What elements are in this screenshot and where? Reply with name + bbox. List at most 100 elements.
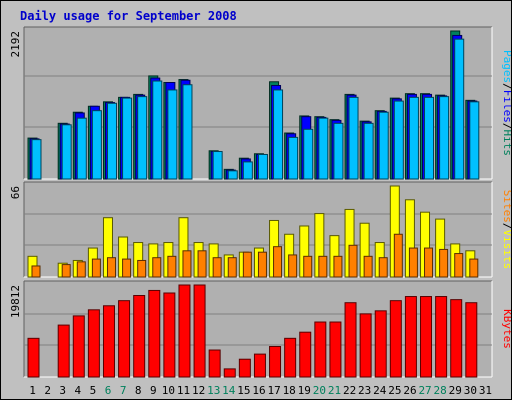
bar-pages-day-10	[167, 89, 178, 180]
bar-sites-day-14	[227, 257, 237, 278]
bar-sites-day-24	[378, 257, 388, 278]
bar-kbytes-day-28	[435, 296, 448, 378]
bar-sites-day-4	[76, 261, 86, 278]
bar-pages-day-30	[469, 101, 480, 180]
bar-sites-day-11	[182, 250, 192, 278]
bar-kbytes-day-14	[223, 368, 236, 378]
x-tick-label-day-14: 14	[222, 384, 236, 397]
x-tick-label-day-23: 23	[358, 384, 371, 397]
bar-kbytes-day-17	[269, 345, 282, 378]
x-tick-label-day-19: 19	[298, 384, 311, 397]
bar-sites-day-29	[454, 253, 464, 278]
x-tick-label-day-29: 29	[449, 384, 462, 397]
bar-pages-day-18	[288, 136, 299, 180]
bar-pages-day-28	[439, 96, 450, 180]
x-tick-label-day-25: 25	[388, 384, 401, 397]
x-tick-label-day-22: 22	[343, 384, 356, 397]
bar-pages-day-6	[106, 102, 117, 180]
bar-sites-day-17	[273, 246, 283, 278]
x-tick-label-day-5: 5	[90, 384, 97, 397]
bar-pages-day-7	[122, 97, 133, 180]
x-tick-label-day-6: 6	[105, 384, 112, 397]
bar-kbytes-day-13	[208, 349, 221, 378]
chart-title: Daily usage for September 2008	[20, 9, 237, 23]
bar-pages-day-27	[424, 96, 435, 180]
y-max-label: 2192	[9, 31, 22, 58]
bar-kbytes-day-20	[314, 321, 327, 378]
x-tick-label-day-15: 15	[237, 384, 250, 397]
bar-kbytes-day-4	[72, 315, 85, 378]
bar-pages-day-23	[363, 122, 374, 180]
bar-sites-day-13	[212, 257, 222, 278]
bar-kbytes-day-9	[148, 289, 161, 378]
bar-pages-day-22	[348, 96, 359, 180]
bar-sites-day-5	[91, 258, 101, 278]
x-tick-label-day-12: 12	[192, 384, 205, 397]
bar-sites-day-12	[197, 250, 207, 278]
right-legend-hits-files-pages: Pages/Files/Hits	[501, 50, 511, 156]
legend-hits: Hits	[501, 130, 511, 157]
bar-pages-day-4	[76, 117, 87, 180]
bar-kbytes-day-22	[344, 302, 357, 378]
legend-separator: /	[501, 83, 511, 90]
bar-pages-day-3	[61, 124, 72, 180]
x-tick-label-day-21: 21	[328, 384, 341, 397]
bar-sites-day-27	[424, 247, 434, 278]
x-tick-label-day-27: 27	[418, 384, 431, 397]
bar-sites-day-28	[439, 248, 449, 278]
bar-kbytes-day-12	[193, 284, 206, 378]
bar-pages-day-15	[242, 161, 253, 180]
bar-sites-day-16	[257, 251, 267, 278]
bar-kbytes-day-15	[238, 358, 251, 378]
x-tick-label-day-11: 11	[177, 384, 190, 397]
right-legend-visits-sites: Sites/Visits	[501, 190, 511, 270]
bar-pages-day-11	[182, 84, 193, 180]
bar-sites-day-30	[469, 258, 479, 278]
bar-pages-day-21	[333, 122, 344, 180]
bar-kbytes-day-6	[102, 305, 115, 378]
x-tick-label-day-13: 13	[207, 384, 220, 397]
bar-sites-day-15	[242, 251, 252, 278]
bar-sites-day-22	[348, 244, 358, 278]
bar-pages-day-19	[303, 128, 314, 180]
bar-sites-day-26	[408, 247, 418, 278]
x-tick-label-day-16: 16	[252, 384, 265, 397]
bar-kbytes-day-10	[163, 292, 176, 378]
bar-kbytes-day-27	[420, 296, 433, 378]
x-tick-label-day-26: 26	[403, 384, 416, 397]
bar-sites-day-18	[288, 254, 298, 278]
bar-pages-day-13	[212, 151, 223, 180]
legend-files: Files	[501, 90, 511, 123]
bar-sites-day-25	[393, 233, 403, 278]
bar-pages-day-24	[378, 111, 389, 180]
bar-kbytes-day-29	[450, 299, 463, 378]
bar-pages-day-29	[454, 38, 465, 180]
bar-pages-day-14	[227, 170, 238, 180]
bar-kbytes-day-11	[178, 284, 191, 378]
bar-kbytes-day-16	[253, 353, 266, 378]
legend-separator: /	[501, 223, 511, 230]
x-tick-label-day-17: 17	[267, 384, 280, 397]
x-tick-label-day-1: 1	[29, 384, 36, 397]
bar-kbytes-day-26	[404, 296, 417, 378]
bar-pages-day-16	[257, 153, 268, 180]
bar-pages-day-5	[91, 110, 102, 180]
x-tick-label-day-9: 9	[150, 384, 157, 397]
bar-pages-day-1	[31, 139, 42, 180]
bar-sites-day-3	[61, 264, 71, 278]
x-tick-label-day-18: 18	[283, 384, 296, 397]
bar-sites-day-23	[363, 255, 373, 278]
legend-kbytes: KBytes	[501, 309, 511, 349]
x-tick-label-day-31: 31	[479, 384, 492, 397]
x-tick-label-day-28: 28	[434, 384, 447, 397]
bar-pages-day-8	[137, 96, 148, 180]
right-legend-kbytes: KBytes	[501, 309, 511, 349]
legend-visits: Visits	[501, 230, 511, 270]
bar-kbytes-day-8	[133, 295, 146, 378]
bar-pages-day-9	[152, 80, 163, 180]
bar-pages-day-25	[393, 100, 404, 180]
bar-sites-day-21	[333, 255, 343, 278]
x-tick-label-day-10: 10	[162, 384, 175, 397]
bar-kbytes-day-18	[284, 337, 297, 378]
